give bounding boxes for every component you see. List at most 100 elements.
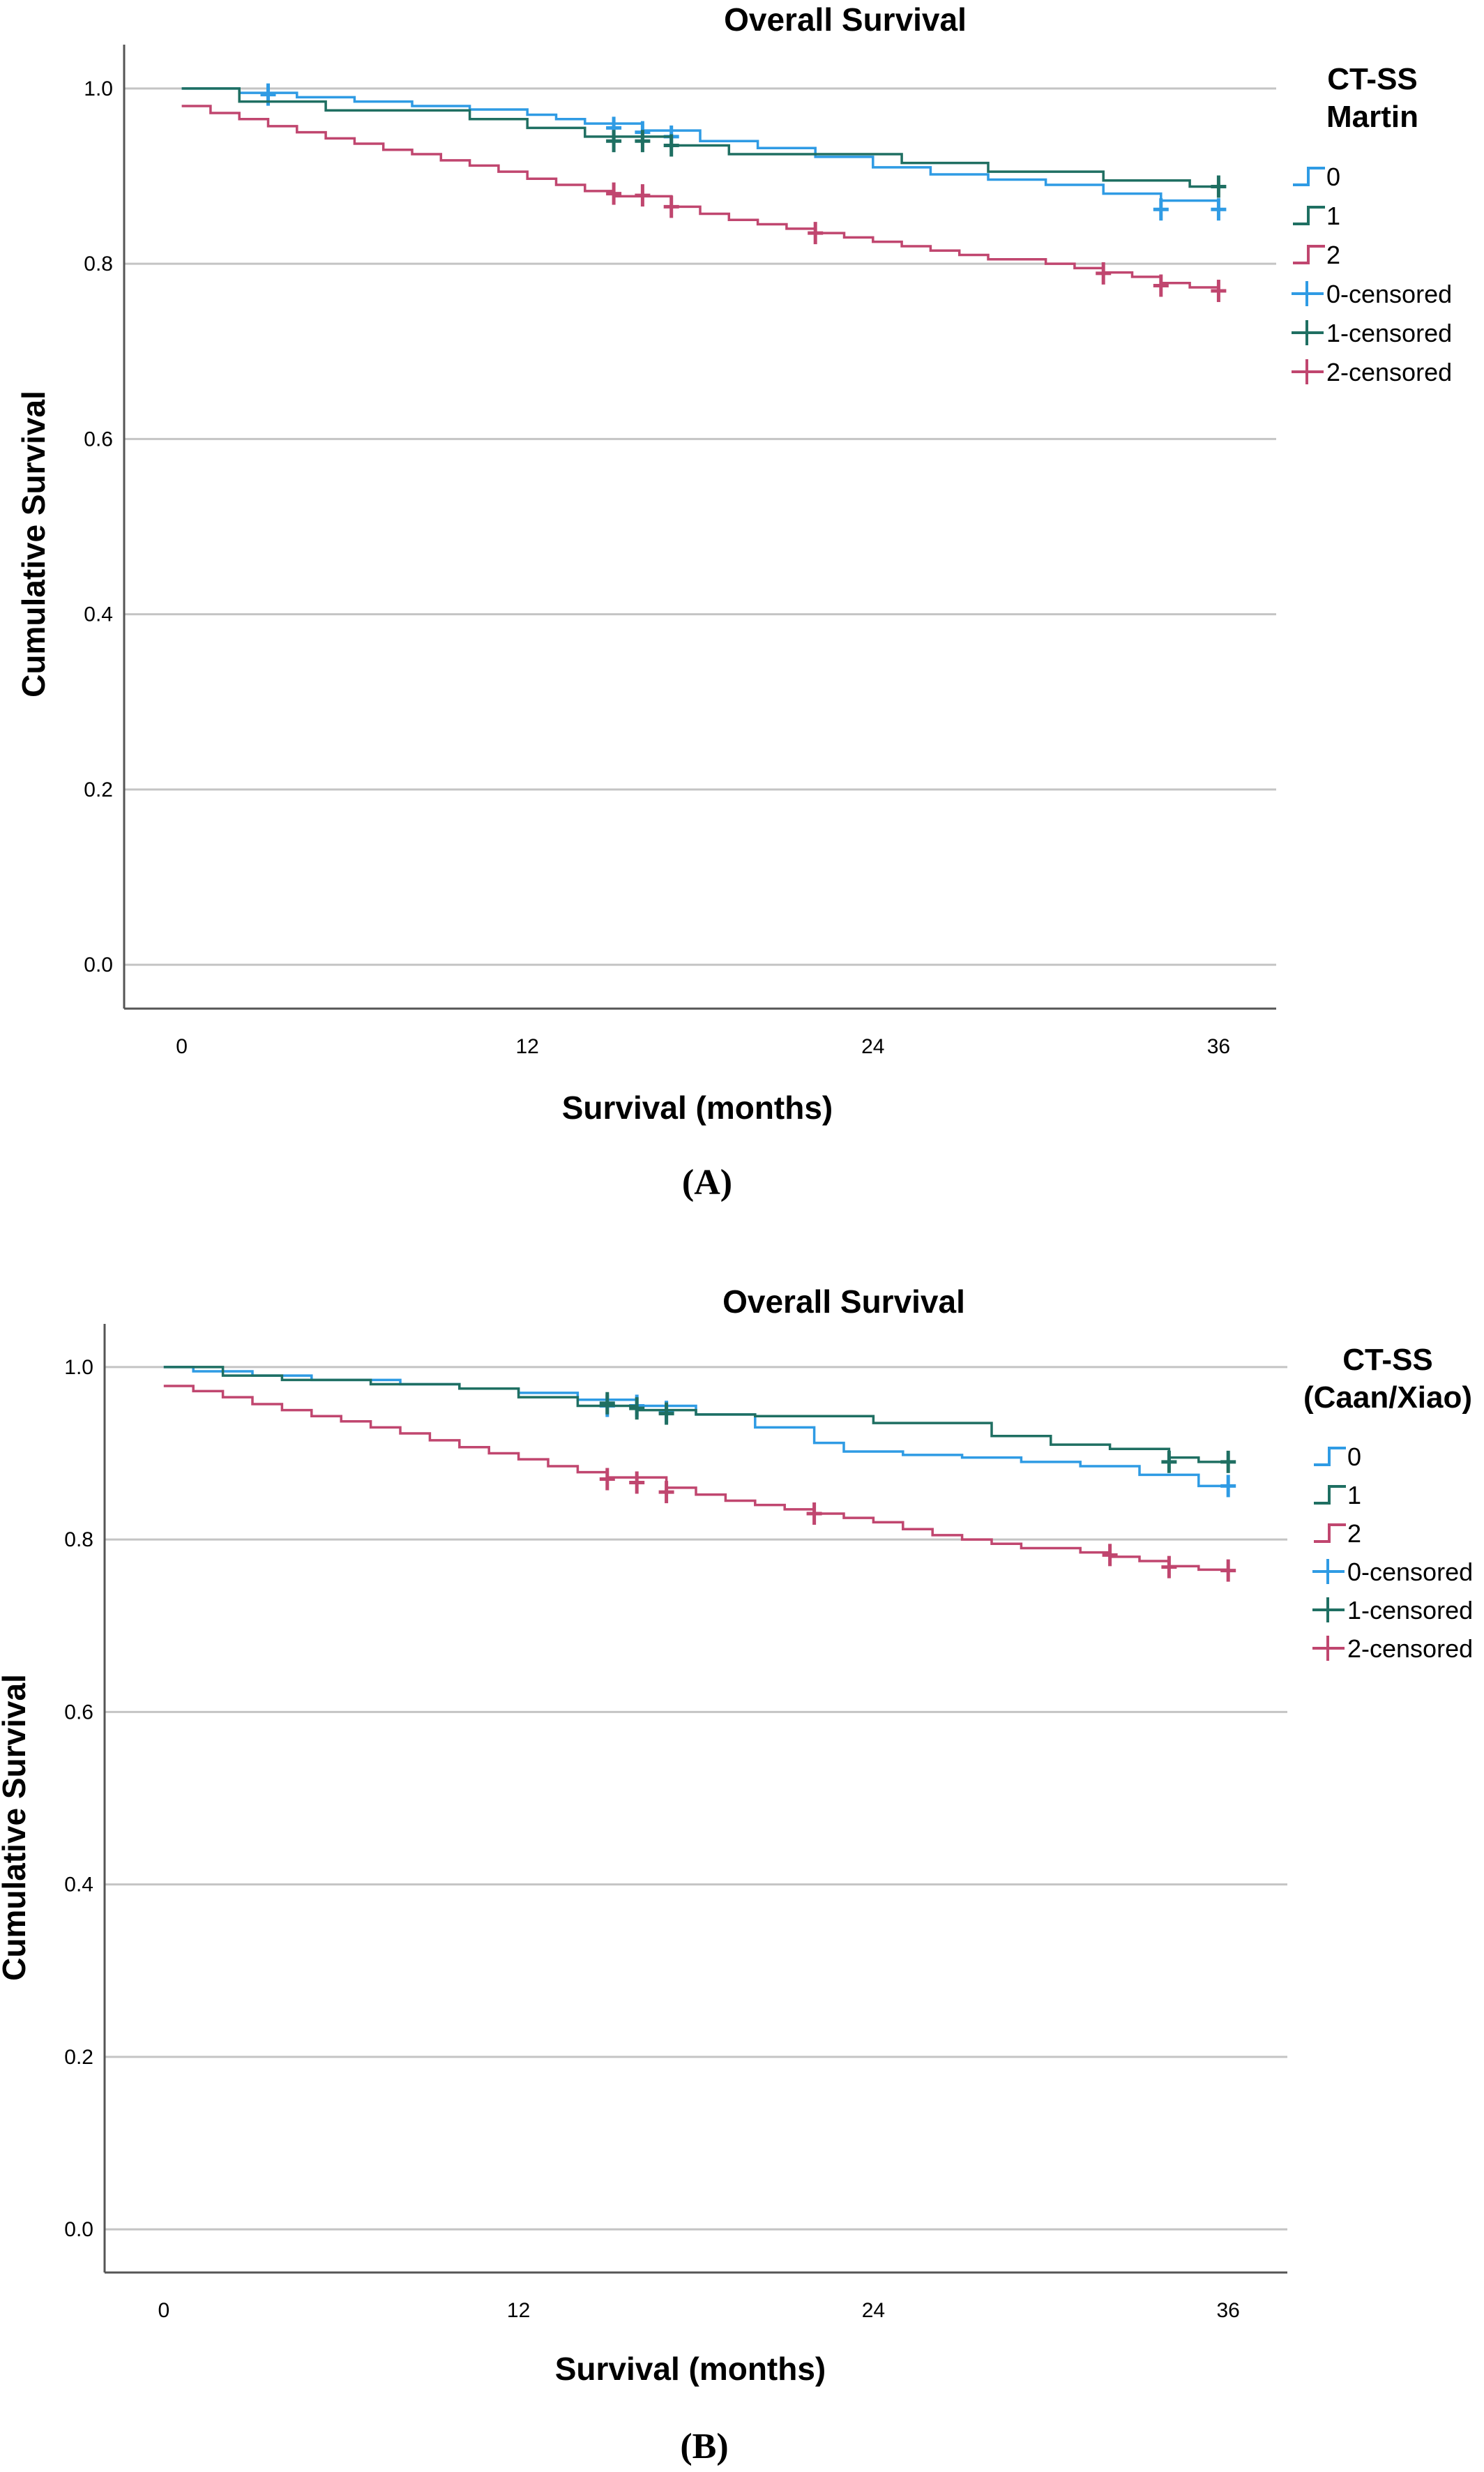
survival-curve-0	[181, 87, 1220, 210]
legend-item-2-censored: 2-censored	[1292, 358, 1452, 386]
censor-mark-2	[1153, 274, 1169, 297]
legend-label: 2	[1347, 1519, 1361, 1548]
censor-mark-1	[606, 130, 622, 153]
x-axis-label: Survival (months)	[562, 1090, 833, 1126]
y-tick-label: 0.0	[64, 2218, 93, 2241]
censor-mark-2	[1096, 262, 1112, 285]
y-tick-label: 0.4	[64, 1874, 93, 1897]
censor-mark-2	[1161, 1555, 1177, 1578]
legend: CT-SS (Caan/Xiao) 0 1 2 0-censored 1-censore…	[1303, 1343, 1473, 1663]
x-tick-label: 24	[862, 2299, 885, 2322]
axes	[123, 45, 1276, 1010]
x-axis-label: Survival (months)	[555, 2351, 826, 2387]
legend-label: 2-censored	[1347, 1634, 1473, 1663]
legend-item-1-censored: 1-censored	[1312, 1596, 1473, 1625]
censor-mark-2	[1102, 1544, 1118, 1567]
panel-a: Overall Survival 0.00.20.40.60.81.0 0 12 2…	[15, 1, 1452, 1203]
y-tick-label: 0.2	[84, 778, 113, 801]
legend-item-2-censored: 2-censored	[1312, 1634, 1473, 1663]
censor-mark-2	[808, 222, 824, 245]
x-tick-label: 36	[1217, 2299, 1240, 2322]
censor-mark-1	[663, 134, 679, 157]
legend-item-2: 2	[1314, 1519, 1361, 1548]
censor-mark-2	[606, 182, 622, 205]
legend-swatch	[1293, 167, 1325, 186]
legend-label: 0-censored	[1347, 1558, 1473, 1586]
legend-item-0: 0	[1293, 163, 1340, 191]
legend-swatch	[1314, 1485, 1346, 1505]
legend-item-1-censored: 1-censored	[1292, 319, 1452, 347]
legend-label: 1	[1326, 202, 1340, 230]
plot-area	[181, 83, 1227, 303]
y-axis-label: Cumulative Survival	[0, 1674, 32, 1981]
legend-title-line1: CT-SS	[1342, 1343, 1433, 1377]
panel-caption: (A)	[682, 1163, 732, 1203]
legend-label: 2-censored	[1326, 358, 1452, 386]
legend-item-1: 1	[1293, 202, 1340, 230]
legend-item-0-censored: 0-censored	[1312, 1558, 1473, 1586]
x-tick-label: 0	[176, 1035, 188, 1058]
censor-mark-2	[629, 1471, 645, 1494]
legend-swatch	[1314, 1447, 1346, 1466]
censor-mark-2	[658, 1481, 674, 1504]
legend-title-line1: CT-SS	[1327, 62, 1418, 96]
censor-mark-1	[599, 1392, 615, 1415]
censor-mark-1	[629, 1397, 645, 1420]
censor-mark-1	[635, 130, 651, 153]
censor-mark-0	[1211, 198, 1227, 221]
panel-b: Overall Survival 0.00.20.40.60.81.0 0 12 2…	[0, 1283, 1473, 2466]
y-tick-labels: 0.0 0.2 0.4 0.6 0.8 1.0	[84, 77, 113, 977]
legend-label: 1-censored	[1347, 1596, 1473, 1625]
x-tick-label: 12	[516, 1035, 539, 1058]
plot-area	[163, 1366, 1236, 1582]
x-tick-labels: 0 12 24 36	[176, 1035, 1230, 1058]
y-tick-label: 1.0	[64, 1356, 93, 1379]
survival-curve-2	[181, 105, 1220, 290]
y-tick-label: 0.4	[84, 603, 113, 626]
y-tick-label: 0.2	[64, 2046, 93, 2069]
y-tick-labels: 0.0 0.2 0.4 0.6 0.8 1.0	[64, 1356, 93, 2241]
x-tick-label: 24	[861, 1035, 884, 1058]
censor-mark-1	[1220, 1450, 1236, 1473]
legend-title-line2: Martin	[1326, 100, 1418, 134]
censor-mark-2	[635, 184, 651, 207]
chart-title: Overall Survival	[722, 1283, 965, 1320]
legend-swatch	[1314, 1523, 1346, 1543]
legend-item-1: 1	[1314, 1481, 1361, 1509]
legend: CT-SS Martin 0 1 2 0-censored 1-censored 2-ce…	[1292, 62, 1452, 386]
censor-mark-2	[1220, 1559, 1236, 1582]
censor-mark-2	[663, 195, 679, 218]
y-tick-label: 0.6	[84, 428, 113, 451]
gridlines	[105, 1366, 1287, 2231]
censor-mark-1	[658, 1402, 674, 1425]
x-tick-label: 36	[1207, 1035, 1230, 1058]
legend-title-line2: (Caan/Xiao)	[1303, 1380, 1472, 1415]
axes	[103, 1324, 1287, 2274]
censor-mark-0	[1220, 1475, 1236, 1498]
y-tick-label: 0.0	[84, 954, 113, 977]
legend-label: 1-censored	[1326, 319, 1452, 347]
legend-item-0: 0	[1314, 1442, 1361, 1471]
survival-curve-1	[163, 1366, 1229, 1463]
legend-label: 0-censored	[1326, 280, 1452, 308]
legend-swatch	[1293, 245, 1325, 264]
x-tick-label: 0	[158, 2299, 169, 2322]
y-axis-label: Cumulative Survival	[15, 391, 52, 698]
censor-mark-0	[1153, 198, 1169, 221]
y-tick-label: 0.6	[64, 1701, 93, 1724]
survival-curve-0	[163, 1366, 1229, 1488]
survival-curve-2	[163, 1385, 1229, 1572]
legend-label: 2	[1326, 241, 1340, 269]
y-tick-label: 1.0	[84, 77, 113, 100]
censor-mark-1	[1211, 175, 1227, 198]
panel-caption: (B)	[680, 2427, 728, 2466]
x-tick-label: 12	[507, 2299, 530, 2322]
legend-label: 1	[1347, 1481, 1361, 1509]
censor-mark-2	[806, 1502, 822, 1525]
legend-item-2: 2	[1293, 241, 1340, 269]
legend-item-0-censored: 0-censored	[1292, 280, 1452, 308]
chart-title: Overall Survival	[724, 1, 967, 38]
legend-label: 0	[1326, 163, 1340, 191]
y-tick-label: 0.8	[84, 253, 113, 276]
